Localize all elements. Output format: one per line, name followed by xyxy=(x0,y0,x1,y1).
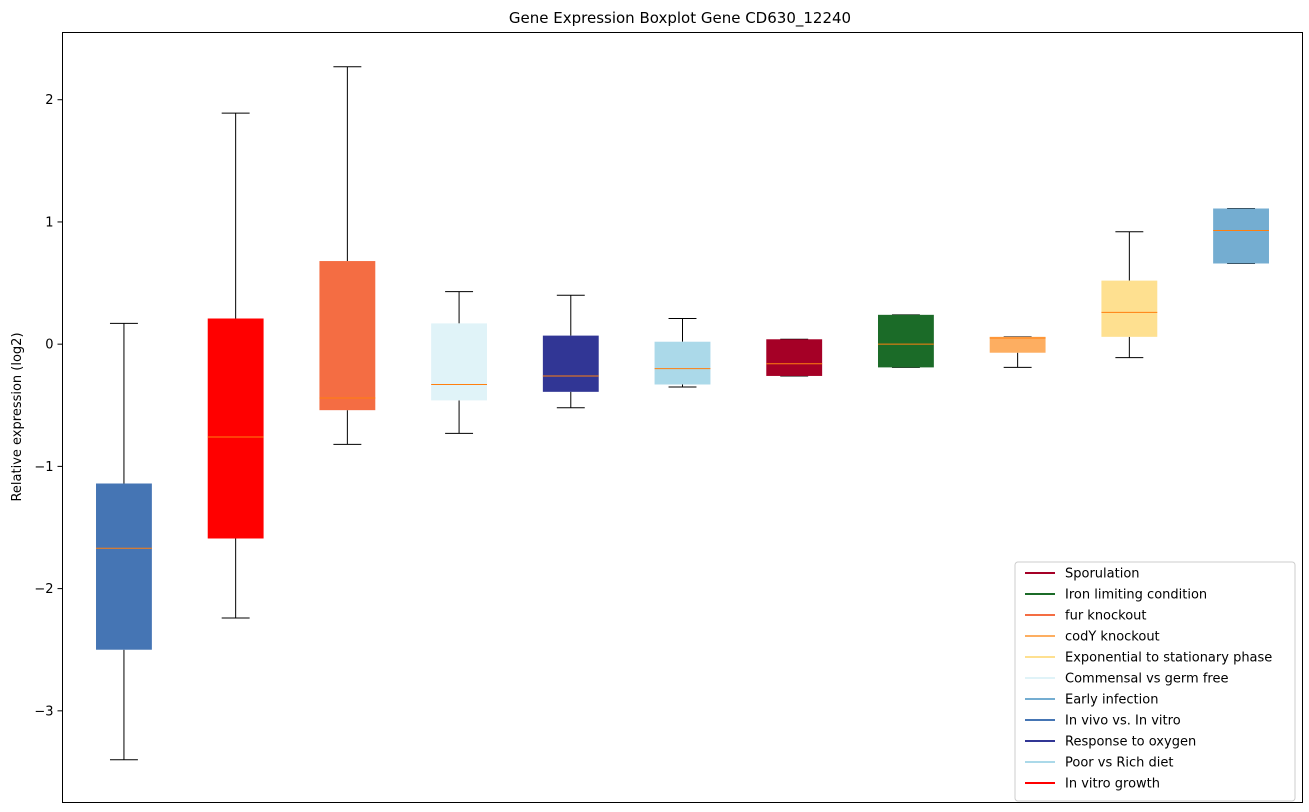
legend-label: codY knockout xyxy=(1065,630,1160,645)
box-body xyxy=(766,339,823,376)
legend-frame xyxy=(1014,561,1296,802)
legend-label: Iron limiting condition xyxy=(1065,588,1207,603)
plot-area xyxy=(96,66,1269,761)
legend-label: In vitro growth xyxy=(1065,777,1160,792)
box-group xyxy=(207,112,264,619)
box-group xyxy=(96,322,152,761)
box-group xyxy=(319,66,376,445)
legend-label: Poor vs Rich diet xyxy=(1065,756,1173,771)
y-axis: −3 −2 −1 0 1 2 xyxy=(34,93,63,719)
y-axis-label: Relative expression (log2) xyxy=(10,332,25,501)
box-group xyxy=(431,291,488,434)
box-group xyxy=(766,338,823,377)
box-body xyxy=(542,335,599,392)
box-body xyxy=(319,261,376,411)
plot-frame xyxy=(62,32,1303,803)
box-body xyxy=(1101,280,1158,337)
y-tick-label: 0 xyxy=(45,338,53,353)
legend-label: fur knockout xyxy=(1065,609,1147,624)
box-group xyxy=(654,318,711,388)
box-body xyxy=(989,336,1046,353)
box-group xyxy=(1213,208,1269,264)
legend: Sporulation Iron limiting condition fur kn… xyxy=(1014,561,1296,802)
box-body xyxy=(654,341,711,385)
y-tick-label: 1 xyxy=(45,215,53,230)
box-body xyxy=(877,314,934,368)
box-group xyxy=(989,336,1046,368)
legend-label: Exponential to stationary phase xyxy=(1065,651,1272,666)
legend-label: Commensal vs germ free xyxy=(1065,672,1228,687)
legend-label: Sporulation xyxy=(1065,567,1140,582)
box-group xyxy=(1101,231,1158,359)
chart-title: Gene Expression Boxplot Gene CD630_12240 xyxy=(509,9,851,28)
y-tick-label: −1 xyxy=(34,460,53,475)
box-body xyxy=(431,323,488,401)
box-body xyxy=(96,483,152,650)
y-tick-label: −2 xyxy=(34,582,53,597)
legend-label: Response to oxygen xyxy=(1065,735,1196,750)
box-body xyxy=(1213,208,1269,264)
y-tick-label: 2 xyxy=(45,93,53,108)
box-body xyxy=(207,318,264,539)
legend-label: Early infection xyxy=(1065,693,1158,708)
legend-label: In vivo vs. In vitro xyxy=(1065,714,1181,729)
box-group xyxy=(877,314,934,368)
box-group xyxy=(542,294,599,409)
y-tick-label: −3 xyxy=(34,704,53,719)
